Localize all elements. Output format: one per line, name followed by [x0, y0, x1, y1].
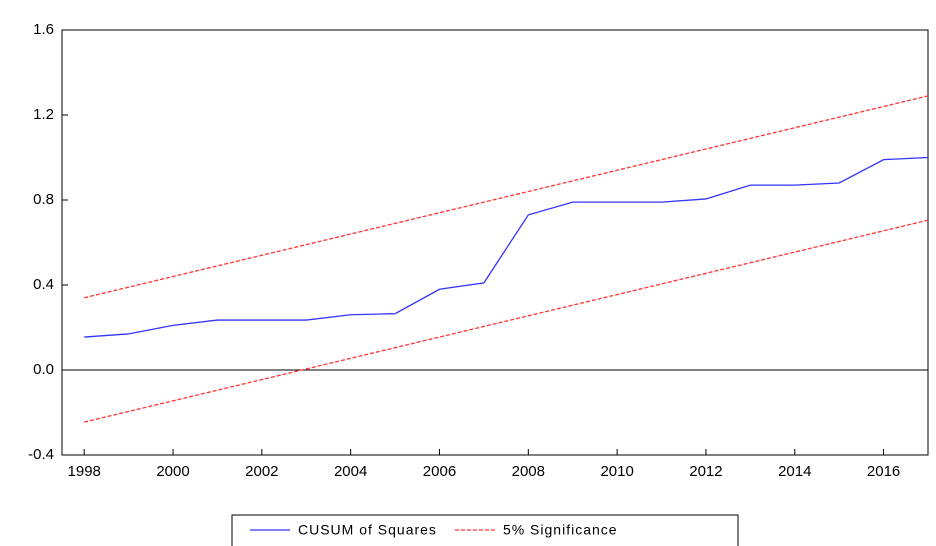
y-tick-label: 0.4	[33, 276, 54, 293]
x-tick-label: 2004	[334, 463, 367, 480]
y-tick-label: 1.2	[33, 106, 54, 123]
x-tick-label: 2000	[156, 463, 189, 480]
y-tick-label: 0.0	[33, 361, 54, 378]
y-tick-label: 1.6	[33, 21, 54, 38]
series-line	[84, 156, 929, 338]
series-line	[84, 95, 929, 299]
x-tick-label: 1998	[68, 463, 101, 480]
plot-frame	[61, 29, 929, 456]
legend-label: CUSUM of Squares	[298, 522, 437, 538]
x-tick-label: 2012	[689, 463, 722, 480]
legend-label: 5% Significance	[503, 522, 618, 538]
y-tick-label: 0.8	[33, 191, 54, 208]
series-line	[84, 219, 929, 423]
y-tick-label: -0.4	[28, 446, 54, 463]
x-tick-label: 2002	[245, 463, 278, 480]
x-tick-label: 2016	[867, 463, 900, 480]
legend: CUSUM of Squares 5% Significance	[231, 514, 739, 546]
x-tick-label: 2010	[600, 463, 633, 480]
x-tick-label: 2006	[423, 463, 456, 480]
x-tick-label: 2014	[778, 463, 811, 480]
x-tick-label: 2008	[512, 463, 545, 480]
